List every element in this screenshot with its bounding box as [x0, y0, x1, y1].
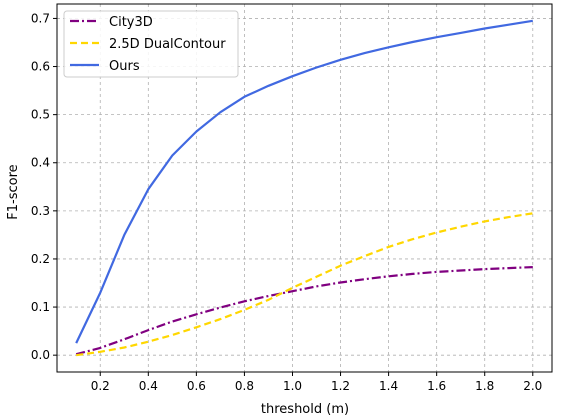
y-ticks: 0.0 0.1 0.2 0.3 0.4 0.5 0.6 0.7 — [31, 11, 57, 362]
legend: City3D 2.5D DualContour Ours — [63, 10, 239, 78]
plot-frame — [56, 3, 553, 373]
series-line-2 — [75, 19, 533, 344]
legend-box — [63, 10, 239, 78]
y-axis-label: F1-score — [6, 164, 21, 219]
y-tick-label: 0.2 — [31, 252, 50, 266]
grid-lines — [57, 4, 552, 372]
legend-label-0: City3D — [109, 15, 153, 30]
x-axis-label: threshold (m) — [261, 402, 349, 417]
legend-label-1: 2.5D DualContour — [109, 37, 226, 52]
legend-label-2: Ours — [109, 59, 140, 74]
y-tick-label: 0.7 — [31, 11, 50, 25]
y-tick-label: 0.6 — [31, 60, 50, 74]
y-tick-label: 0.3 — [31, 204, 50, 218]
x-tick-label: 1.4 — [379, 379, 398, 393]
series-line-1 — [76, 212, 533, 357]
x-tick-label: 0.4 — [139, 379, 158, 393]
y-tick-label: 0.4 — [31, 156, 50, 170]
x-ticks: 0.2 0.4 0.6 0.8 1.0 1.2 1.4 1.6 1.8 2.0 — [91, 372, 542, 393]
series-lines — [75, 19, 533, 357]
y-tick-label: 0.0 — [31, 348, 50, 362]
x-tick-label: 2.0 — [523, 379, 542, 393]
series-line-0 — [75, 266, 533, 356]
x-tick-label: 0.6 — [187, 379, 206, 393]
x-tick-label: 0.8 — [235, 379, 254, 393]
y-tick-label: 0.5 — [31, 108, 50, 122]
x-tick-label: 1.2 — [331, 379, 350, 393]
x-tick-label: 1.6 — [427, 379, 446, 393]
x-tick-label: 1.0 — [283, 379, 302, 393]
x-tick-label: 0.2 — [91, 379, 110, 393]
y-tick-label: 0.1 — [31, 300, 50, 314]
x-tick-label: 1.8 — [475, 379, 494, 393]
